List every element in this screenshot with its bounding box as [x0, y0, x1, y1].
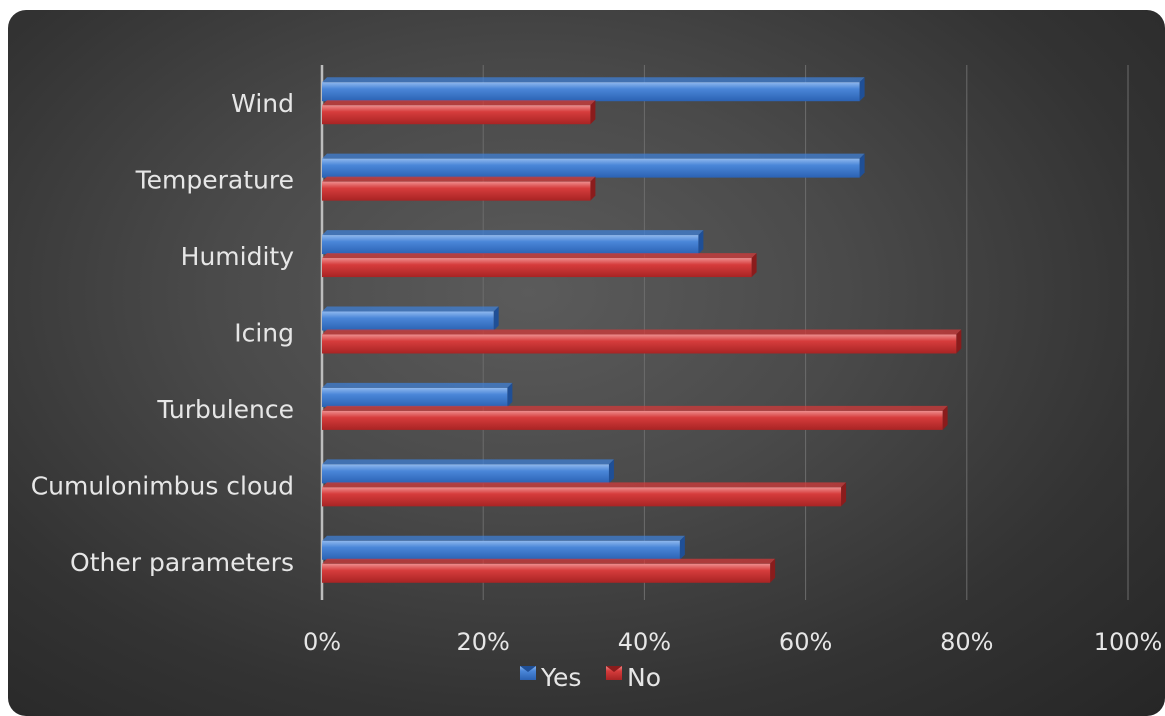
bar-no-wind [322, 100, 596, 125]
x-tick-label: 20% [457, 628, 510, 656]
bar-no-temperature [322, 176, 596, 201]
bar-yes-temperature [322, 153, 865, 178]
legend-item-no: No [606, 663, 661, 692]
category-label: Temperature [135, 166, 294, 195]
x-tick-label: 40% [618, 628, 671, 656]
category-label: Turbulence [156, 395, 294, 424]
category-label: Humidity [181, 242, 295, 271]
legend-label: Yes [540, 663, 581, 692]
x-tick-label: 0% [303, 628, 341, 656]
category-labels: Wind Temperature Humidity Icing Turbulence Cu… [31, 89, 294, 577]
legend: Yes No [520, 663, 661, 692]
legend-swatch [520, 666, 536, 680]
category-label: Icing [234, 319, 294, 348]
chart-frame: Wind Temperature Humidity Icing Turbulence Cu… [8, 10, 1165, 716]
bar-no-turbulence [322, 405, 948, 430]
bar-no-other-parameters [322, 558, 776, 583]
bar-no-humidity [322, 253, 757, 278]
category-label: Wind [231, 89, 294, 118]
x-tick-label: 100% [1094, 628, 1163, 656]
legend-swatch [606, 666, 622, 680]
bar-yes-other-parameters [322, 535, 685, 560]
bars [322, 77, 962, 583]
legend-item-yes: Yes [520, 663, 581, 692]
category-label: Cumulonimbus cloud [31, 471, 294, 500]
bar-yes-wind [322, 77, 865, 102]
x-axis-ticks: 0% 20% 40% 60% 80% 100% [303, 628, 1162, 656]
legend-label: No [627, 663, 661, 692]
bar-no-cumulonimbus-cloud [322, 482, 847, 507]
bar-yes-humidity [322, 230, 704, 255]
category-label: Other parameters [70, 548, 294, 577]
bar-chart: Wind Temperature Humidity Icing Turbulence Cu… [31, 65, 1162, 692]
x-tick-label: 60% [779, 628, 832, 656]
bar-yes-cumulonimbus-cloud [322, 459, 614, 484]
bar-yes-turbulence [322, 382, 513, 407]
bar-no-icing [322, 329, 962, 354]
x-tick-label: 80% [940, 628, 993, 656]
bar-yes-icing [322, 306, 499, 331]
